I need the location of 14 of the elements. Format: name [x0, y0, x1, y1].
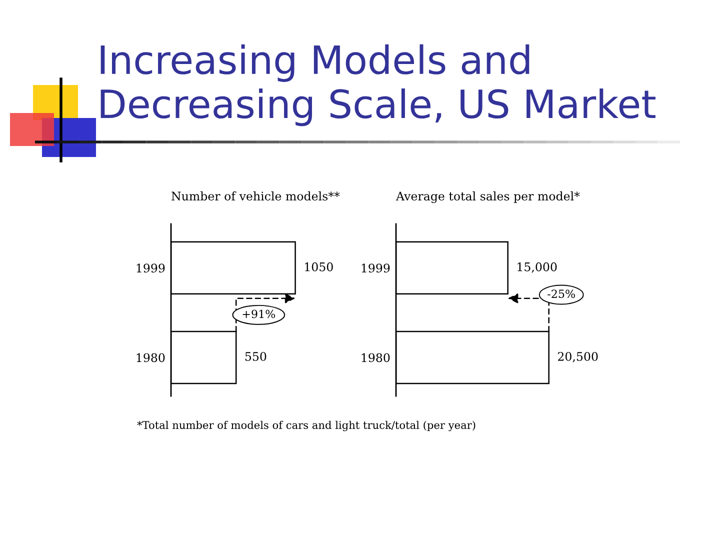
chart-title: Number of vehicle models** — [172, 191, 340, 201]
annotation: +91% — [242, 310, 276, 318]
y-tick-label: 1980 — [136, 353, 165, 362]
data-label: 15,000 — [518, 262, 557, 273]
annotation: -25% — [548, 290, 575, 298]
y-tick-label: 1999 — [136, 264, 165, 273]
data-label: 20,500 — [558, 352, 598, 362]
chart-title: Average total sales per model* — [396, 191, 580, 204]
y-tick-label: 1999 — [362, 264, 390, 273]
text: Increasing Models and Decreasing Scale, US Market — [100, 44, 656, 126]
y-tick-label: 1980 — [362, 353, 390, 362]
data-label: 550 — [245, 352, 266, 361]
text: *Total number of models of cars and light truck/total (per year) — [137, 420, 476, 432]
data-label: 1050 — [305, 262, 333, 272]
